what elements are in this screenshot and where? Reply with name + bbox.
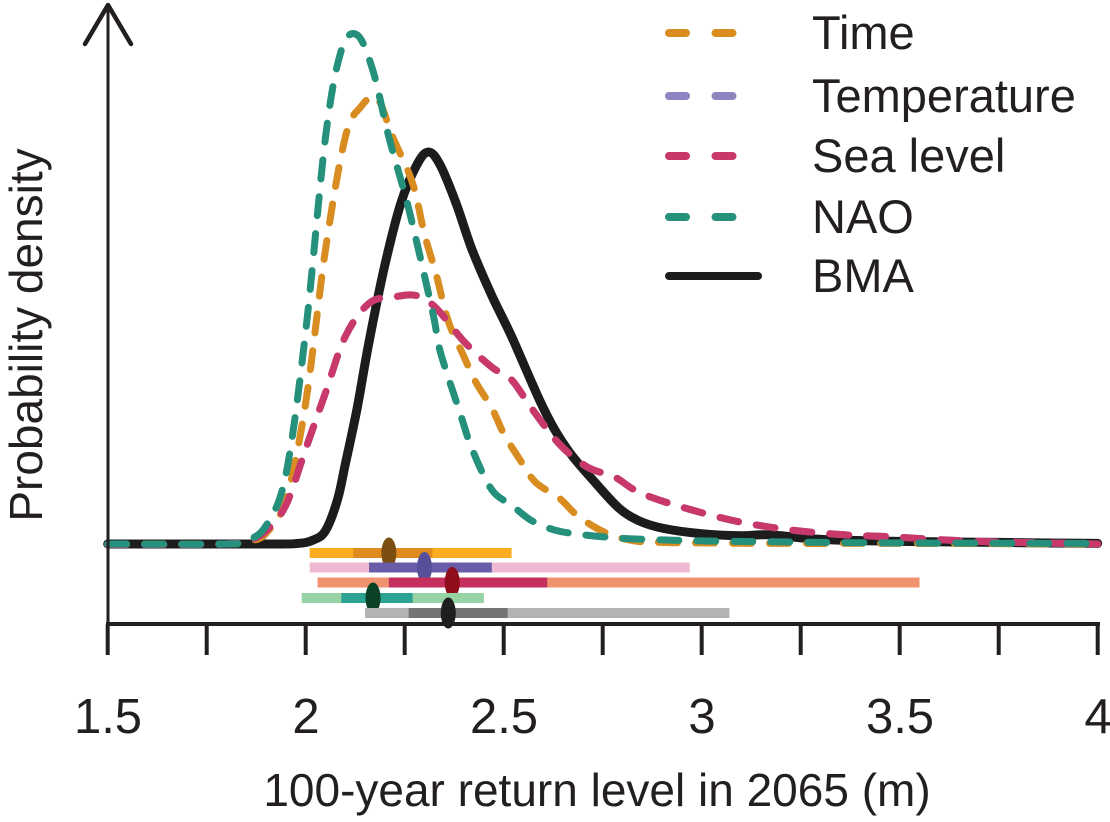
interval-bars-layer bbox=[301, 537, 920, 629]
legend-label-nao: NAO bbox=[812, 190, 914, 243]
median-dot-bma bbox=[440, 597, 456, 629]
density-curve-bma bbox=[103, 147, 1103, 549]
legend-label-sea-level: Sea level bbox=[812, 129, 1005, 182]
median-dot-temperature bbox=[417, 552, 432, 583]
x-tick-label: 1.5 bbox=[74, 690, 142, 744]
legend: Time Temperature Sea level NAO BMA bbox=[665, 6, 1076, 302]
x-tick-label: 3.5 bbox=[866, 690, 934, 744]
x-tick-label: 2 bbox=[292, 690, 319, 744]
curves-layer bbox=[103, 30, 1103, 549]
interval-bar-temperature-outer bbox=[309, 562, 690, 573]
legend-label-time: Time bbox=[812, 6, 915, 59]
legend-label-temperature: Temperature bbox=[812, 69, 1076, 122]
median-dot-time bbox=[381, 537, 397, 569]
interval-bar-sea-level-outer bbox=[317, 577, 920, 588]
y-axis-title: Probability density bbox=[0, 148, 52, 521]
x-tick-label: 2.5 bbox=[470, 690, 538, 744]
x-tick-label: 4 bbox=[1084, 690, 1110, 744]
interval-bar-sea-level-inner bbox=[388, 577, 548, 588]
median-dot-sea-level bbox=[444, 567, 460, 598]
density-curve-sea-level bbox=[104, 291, 1102, 548]
x-axis-title: 100-year return level in 2065 (m) bbox=[263, 764, 930, 816]
density-curve-temperature bbox=[104, 291, 1102, 548]
interval-bar-bma-outer bbox=[365, 608, 730, 618]
y-axis-arrow-icon bbox=[82, 2, 134, 47]
legend-label-bma: BMA bbox=[812, 249, 915, 302]
x-ticks-layer bbox=[105, 624, 1100, 655]
x-tick-label: 3 bbox=[688, 690, 715, 744]
density-curve-nao bbox=[104, 30, 1102, 548]
median-dot-nao bbox=[365, 582, 381, 614]
interval-bar-bma-inner bbox=[408, 608, 508, 618]
